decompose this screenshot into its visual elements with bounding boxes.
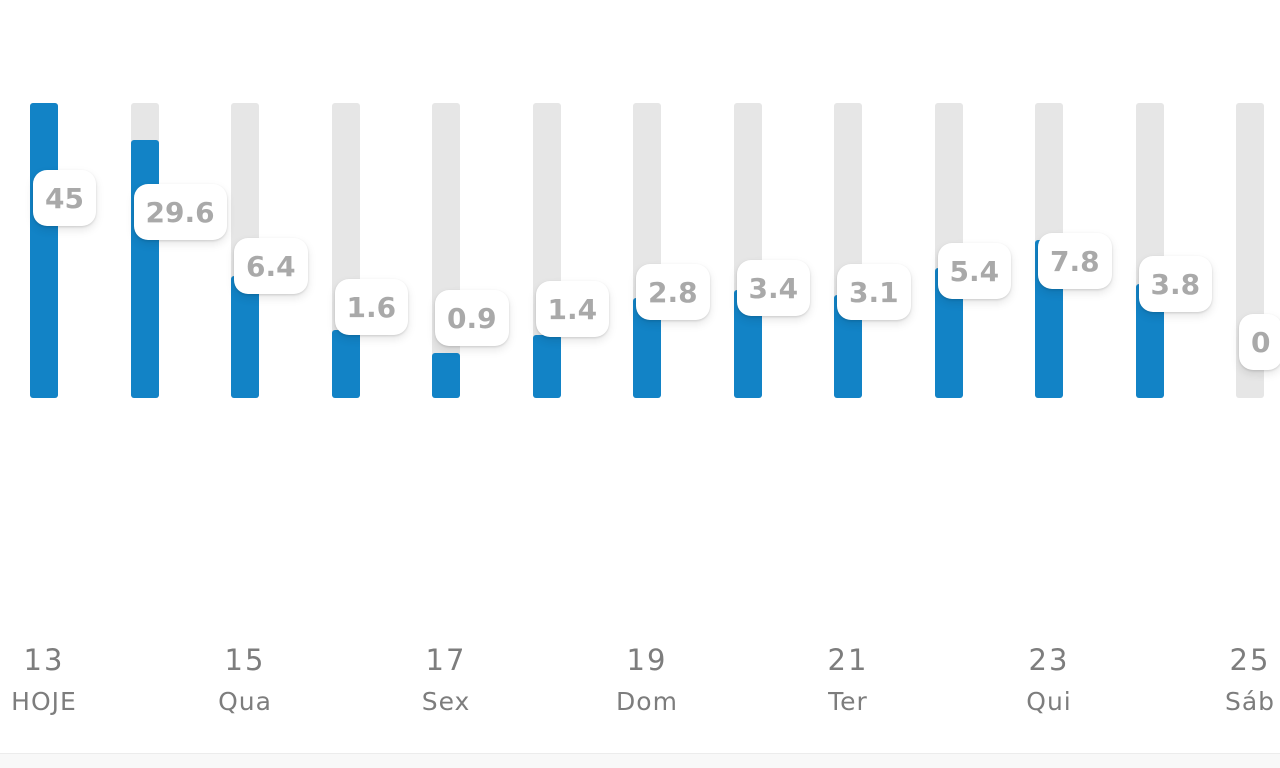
value-badge: 5.4 (937, 243, 1012, 299)
day-bar-column[interactable] (1135, 103, 1164, 398)
day-bar-column[interactable] (30, 103, 58, 398)
day-name-label: Sex (421, 687, 471, 716)
day-name-label: Ter (828, 687, 868, 716)
value-badge: 1.6 (334, 279, 409, 335)
day-bar-column[interactable] (834, 103, 862, 398)
day-bar-column[interactable] (733, 103, 762, 398)
value-badge: 6.4 (234, 238, 308, 294)
bar-fill (231, 276, 259, 398)
bar-fill (331, 330, 360, 398)
value-badge: 7.8 (1038, 233, 1112, 289)
value-badge: 0.9 (435, 290, 509, 346)
day-name-label: Qui (1026, 687, 1072, 716)
value-badge: 3.4 (736, 260, 811, 316)
bar-fill (30, 103, 58, 398)
day-number-label: 25 (1229, 643, 1271, 677)
day-bar-column[interactable] (532, 103, 561, 398)
bar-track (432, 103, 460, 398)
bar-fill (432, 353, 460, 398)
day-bar-column[interactable] (331, 103, 360, 398)
value-badge: 3.1 (837, 264, 911, 320)
day-number-label: 19 (626, 643, 668, 677)
day-number-label: 21 (827, 643, 869, 677)
day-name-label: Sáb (1224, 687, 1276, 716)
value-badge: 3.8 (1138, 256, 1213, 312)
day-number-label: 15 (224, 643, 266, 677)
value-badge: 29.6 (133, 184, 227, 240)
day-name-label: Qua (218, 687, 272, 716)
day-number-label: 23 (1028, 643, 1070, 677)
value-badge: 0 (1239, 314, 1280, 370)
bar-fill (532, 335, 561, 398)
value-badge: 45 (33, 170, 96, 226)
value-badge: 1.4 (535, 281, 610, 337)
bottom-divider (0, 753, 1280, 768)
day-bar-column[interactable] (432, 103, 460, 398)
day-number-label: 17 (425, 643, 467, 677)
value-badge: 2.8 (636, 264, 710, 320)
day-number-label: 13 (23, 643, 65, 677)
bar-fill (130, 140, 159, 398)
day-name-label: HOJE (11, 687, 77, 716)
day-bar-column[interactable] (130, 103, 159, 398)
day-bar-column[interactable] (633, 103, 661, 398)
day-name-label: Dom (616, 687, 678, 716)
